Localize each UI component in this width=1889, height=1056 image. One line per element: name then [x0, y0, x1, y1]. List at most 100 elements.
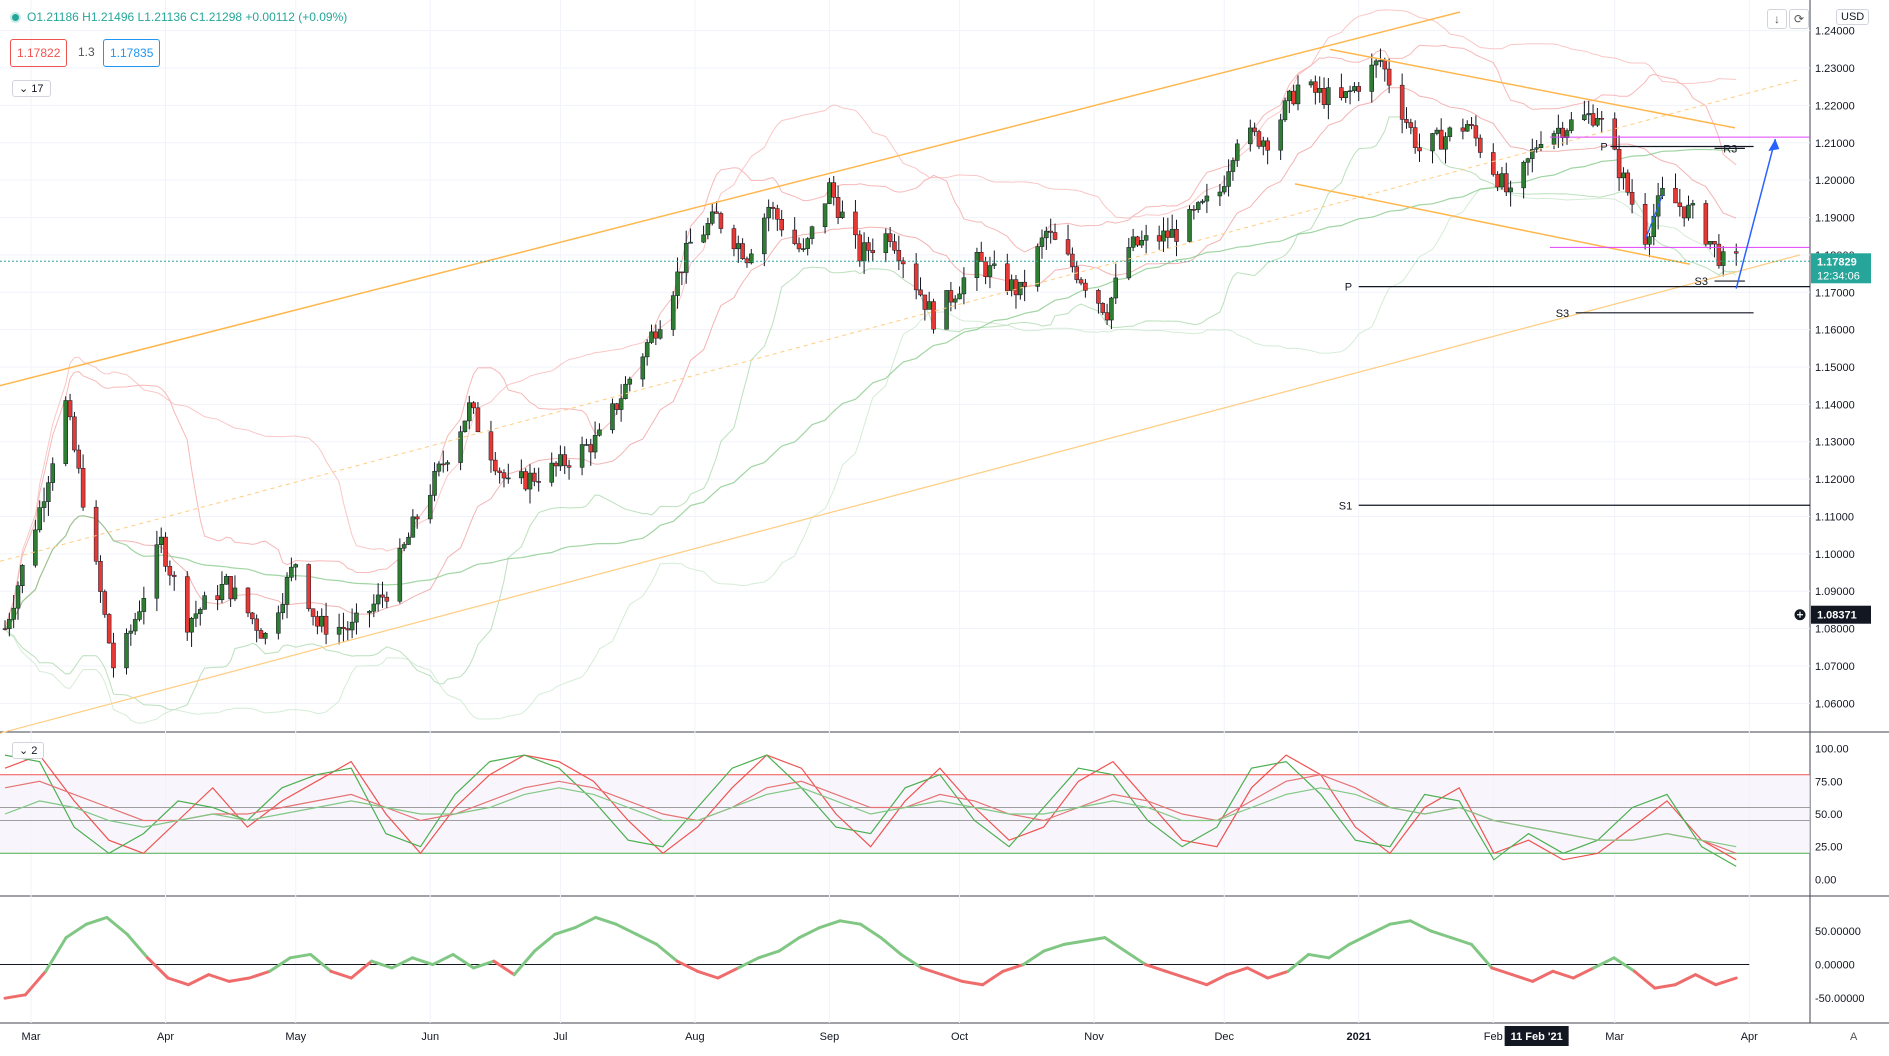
indicator-toggle-button[interactable]: ⌄ 17: [12, 80, 51, 97]
osc-segment: [899, 952, 924, 970]
candle-body: [1460, 127, 1466, 132]
candle-body: [154, 544, 160, 599]
osc-segment: [1673, 973, 1698, 987]
osc-segment: [960, 979, 985, 987]
oscillator-layer: [0, 915, 1750, 1000]
candle-body: [1404, 119, 1409, 123]
candle-body: [1477, 137, 1483, 153]
candle-body: [401, 544, 407, 549]
osc-segment: [858, 922, 883, 940]
pivot-label: S3: [1556, 308, 1569, 320]
candle-body: [1430, 133, 1435, 152]
osc-segment: [1429, 929, 1453, 940]
candle-body: [1282, 100, 1288, 121]
osc-segment: [1469, 942, 1494, 970]
candle-body: [553, 462, 559, 467]
osc-segment: [1184, 976, 1209, 987]
candle-body: [1551, 133, 1557, 145]
time-tick-label: Mar: [1605, 1031, 1624, 1043]
candle-body: [558, 454, 563, 467]
currency-button[interactable]: USD: [1836, 9, 1870, 25]
candle-body: [293, 564, 298, 568]
stochastic-layer: [0, 754, 1810, 867]
axis-layer: 1.24000 1.23000 1.22000 1.21000 1.20000 1.190…: [22, 26, 1871, 1046]
countdown-label: 12:34:06: [1817, 270, 1860, 282]
osc-segment: [1103, 936, 1127, 953]
candle-body: [705, 223, 711, 236]
candle-body: [588, 444, 594, 453]
refresh-icon[interactable]: ⟳: [1789, 9, 1809, 29]
candle-body: [1525, 158, 1531, 163]
candle-body: [1287, 90, 1292, 102]
candle-body: [1235, 143, 1240, 161]
candle-body: [375, 594, 381, 605]
candle-body: [1595, 118, 1600, 126]
candle-body: [718, 213, 724, 229]
candle-body: [610, 403, 615, 431]
candle-body: [1707, 241, 1713, 245]
buy-price-button[interactable]: 1.17835: [103, 39, 161, 67]
arrow-down-icon[interactable]: ↓: [1767, 9, 1787, 29]
candle-body: [931, 301, 936, 330]
osc-segment: [1368, 922, 1392, 936]
candle-body: [289, 566, 294, 578]
crosshair-price-box: [1811, 605, 1871, 624]
candle-body: [41, 501, 47, 508]
candle-body: [1226, 171, 1231, 187]
candle-body: [1499, 173, 1505, 188]
candle-body: [33, 529, 38, 566]
candle-body: [488, 431, 494, 461]
stoch-pane-toggle-button[interactable]: ⌄ 2: [12, 742, 45, 759]
candle-body: [445, 462, 450, 465]
osc-segment: [451, 952, 475, 970]
candle-body: [861, 242, 867, 262]
candle-body: [1569, 119, 1574, 131]
candle-body: [1491, 152, 1496, 175]
osc-segment: [1714, 976, 1738, 987]
candle-body: [801, 248, 806, 250]
candle-body: [1265, 140, 1270, 151]
price-tick-label: 1.23000: [1815, 63, 1855, 75]
candle-body: [1135, 236, 1140, 246]
candle-body: [202, 595, 207, 610]
candle-body: [80, 468, 86, 508]
sell-price-button[interactable]: 1.17822: [10, 39, 68, 67]
candle-body: [1625, 172, 1631, 193]
stoch-tick-label: 25.00: [1815, 842, 1843, 854]
candle-body: [1473, 125, 1479, 139]
candle-body: [198, 609, 203, 615]
osc-segment: [1286, 952, 1311, 973]
candle-body: [1586, 113, 1591, 116]
candle-body: [1352, 86, 1357, 92]
osc-segment: [1245, 966, 1270, 980]
candle-body: [128, 630, 134, 634]
osc-segment: [1205, 973, 1229, 987]
auto-scale-label: A: [1850, 1031, 1858, 1043]
candle-body: [523, 471, 528, 490]
candle-body: [649, 331, 654, 343]
candle-body: [1382, 60, 1388, 70]
candle-body: [11, 607, 16, 620]
osc-segment: [1490, 966, 1514, 977]
candle-body: [1039, 237, 1045, 247]
candle-body: [354, 612, 359, 623]
candle-body: [1681, 206, 1687, 219]
candle-body: [579, 444, 585, 468]
candle-body: [644, 342, 650, 358]
candle-body: [1261, 140, 1266, 147]
candle-body: [132, 619, 138, 632]
osc-segment: [1449, 936, 1473, 946]
candle-body: [1651, 215, 1657, 237]
price-tick-label: 1.20000: [1815, 175, 1855, 187]
candle-body: [952, 298, 958, 303]
candle-body: [458, 431, 463, 463]
candle-body: [688, 241, 693, 244]
osc-segment: [492, 959, 516, 977]
candle-body: [1590, 113, 1596, 126]
time-tick-label: Aug: [685, 1031, 705, 1043]
descending-support-line: [1294, 183, 1691, 265]
candle-body: [709, 211, 715, 224]
candle-body: [1443, 136, 1448, 150]
candle-body: [1616, 148, 1622, 179]
osc-segment: [594, 915, 618, 926]
